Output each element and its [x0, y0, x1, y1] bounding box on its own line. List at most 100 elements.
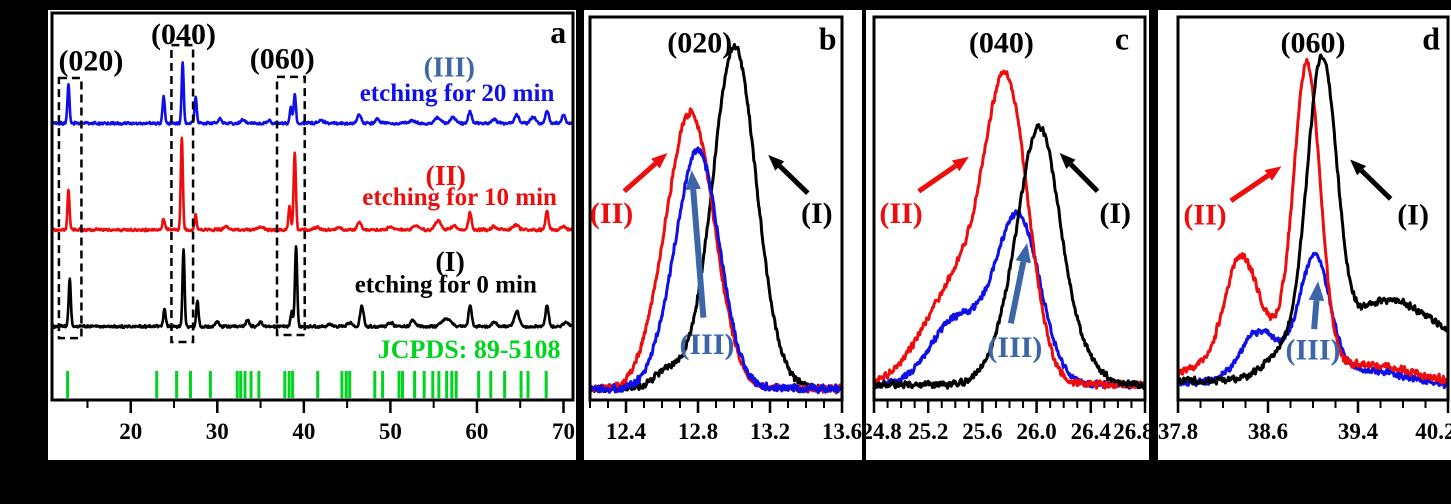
- curves-group: [53, 61, 572, 330]
- chart-annotation: (060): [250, 42, 315, 75]
- arrow-head: [768, 154, 785, 171]
- chart-annotation: (020): [58, 44, 123, 77]
- plot-frame: [872, 15, 1147, 402]
- curves-group: [1179, 53, 1447, 390]
- x-axis-tick-label: 13.6: [822, 419, 862, 444]
- x-axis-tick-label: 20: [119, 419, 142, 444]
- xrd-trace-1: [53, 245, 572, 330]
- chart-annotation: (040): [151, 18, 216, 51]
- x-axis-tick-label: 26.0: [1016, 419, 1056, 444]
- annotation-arrow: [917, 156, 969, 194]
- chart-annotation: (I): [1397, 199, 1429, 232]
- dashed-highlight-box: [57, 76, 83, 340]
- xrd-trace-2: [53, 136, 572, 233]
- chart-annotation: (II): [879, 197, 922, 230]
- chart-annotation: (III): [1285, 334, 1340, 367]
- panel-c-chart: 24.8 25.2 25.6 26.0 26.4 26.8 (040) c (II) (I) (II…: [861, 15, 1154, 444]
- chart-annotation: (II): [426, 161, 466, 192]
- x-axis-tick-label: 12.8: [678, 419, 718, 444]
- x-axis-tick-label: 26.4: [1071, 419, 1112, 444]
- arrow-shaft: [917, 163, 958, 194]
- chart-annotation: etching for 20 min: [360, 80, 555, 107]
- chart-annotation: JCPDS: 89-5108: [378, 335, 561, 364]
- x-axis-tick-label: 30: [206, 419, 229, 444]
- xrd-trace-3: [1179, 53, 1447, 386]
- plot-frame: [50, 11, 575, 402]
- panel-b-chart: 12.4 12.8 13.2 13.6 (020) b (II) (I) (III): [588, 15, 862, 444]
- arrow-head: [1350, 159, 1367, 176]
- dashed-highlight-box: [275, 75, 306, 337]
- arrow-shaft: [777, 164, 810, 195]
- chart-annotation: (III): [679, 328, 734, 361]
- x-axis-tick-label: 38.6: [1248, 419, 1288, 444]
- chart-annotation: (I): [435, 247, 465, 278]
- chart-annotation: (II): [1183, 199, 1226, 232]
- arrow-head: [651, 152, 668, 169]
- panel-letter: c: [1115, 20, 1129, 56]
- arrow-head: [685, 170, 701, 190]
- chart-annotation: (III): [424, 53, 475, 84]
- chart-annotation: (II): [590, 197, 633, 230]
- xrd-trace-3: [591, 146, 841, 395]
- annotation-arrow: [622, 152, 668, 194]
- arrow-shaft: [622, 161, 658, 194]
- panel-d: 37.8 38.6 39.4 40.2 (060) d (II) (I) (III): [1158, 10, 1451, 460]
- xrd-trace-1: [875, 209, 1144, 390]
- annotation-arrow: [768, 154, 810, 195]
- chart-annotation: (060): [1281, 26, 1346, 59]
- x-axis-tick-label: 60: [465, 419, 488, 444]
- annotation-arrow: [1350, 159, 1393, 201]
- xrd-trace-3: [875, 123, 1144, 391]
- annotation-arrow: [1007, 242, 1031, 324]
- xrd-trace-1: [1179, 251, 1447, 390]
- arrow-head: [1059, 152, 1076, 169]
- panel-letter: a: [550, 14, 566, 50]
- x-axis-tick-label: 24.8: [861, 419, 901, 444]
- xrd-trace-2: [875, 69, 1144, 390]
- dashed-highlight-box: [170, 43, 195, 344]
- annotation-arrow: [1308, 281, 1325, 330]
- arrow-shaft: [1311, 300, 1320, 330]
- x-axis-tick-label: 70: [552, 419, 575, 444]
- x-axis-tick-label: 40: [292, 419, 315, 444]
- arrow-head: [1264, 166, 1282, 181]
- chart-annotation: (I): [801, 197, 833, 230]
- x-axis-tick-label: 50: [379, 419, 402, 444]
- annotation-arrow: [1229, 166, 1282, 203]
- chart-annotation: (III): [987, 331, 1042, 364]
- annotation-arrow: [685, 170, 707, 318]
- plot-frame: [1176, 15, 1450, 402]
- arrow-head: [1015, 242, 1031, 264]
- panel-b: 12.4 12.8 13.2 13.6 (020) b (II) (I) (III): [584, 10, 862, 460]
- chart-annotation: (I): [1099, 197, 1131, 230]
- curves-group: [591, 42, 841, 395]
- panel-letter: d: [1422, 20, 1440, 56]
- arrow-shaft: [1359, 168, 1393, 201]
- arrow-shaft: [1007, 261, 1027, 324]
- chart-annotation: (020): [667, 26, 732, 59]
- x-axis-tick-label: 39.4: [1338, 419, 1379, 444]
- x-axis-tick-label: 37.8: [1158, 419, 1198, 444]
- x-axis-tick-label: 40.2: [1415, 419, 1451, 444]
- x-axis-tick-label: 25.6: [962, 419, 1002, 444]
- xrd-trace-3: [53, 61, 572, 126]
- panel-a-chart: 20 30 40 50 60 70(020)(040)(060) (III)etching …: [50, 11, 575, 444]
- panel-c: 24.8 25.2 25.6 26.0 26.4 26.8 (040) c (II) (I) (II…: [861, 10, 1154, 460]
- chart-annotation: etching for 0 min: [355, 272, 537, 299]
- x-axis-tick-label: 26.8: [1113, 419, 1153, 444]
- plot-frame: [588, 15, 844, 402]
- arrow-head: [951, 156, 969, 172]
- curves-group: [875, 69, 1144, 391]
- arrow-shaft: [1069, 162, 1100, 194]
- chart-annotation: etching for 10 min: [362, 184, 557, 211]
- annotation-arrow: [1059, 152, 1100, 194]
- panel-d-chart: 37.8 38.6 39.4 40.2 (060) d (II) (I) (III): [1158, 15, 1451, 444]
- x-axis-tick-label: 13.2: [750, 419, 790, 444]
- arrow-shaft: [1229, 173, 1270, 203]
- arrow-head: [1308, 281, 1325, 302]
- chart-annotation: (040): [969, 26, 1034, 59]
- x-axis-tick-label: 25.2: [908, 419, 948, 444]
- panel-letter: b: [819, 20, 837, 56]
- panel-a: 20 30 40 50 60 70 (020) (040) (060) (III) etching …: [48, 10, 576, 460]
